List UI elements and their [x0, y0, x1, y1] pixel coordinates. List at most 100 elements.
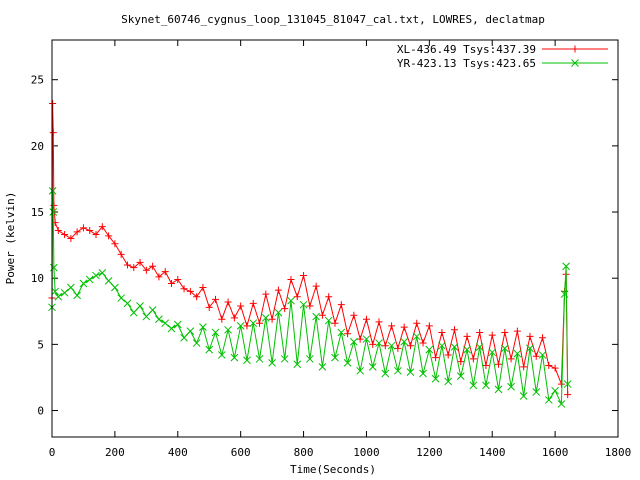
data-point	[186, 327, 195, 335]
data-point	[551, 364, 559, 372]
data-point	[287, 276, 295, 284]
data-point	[255, 355, 264, 363]
legend-label-xl: XL-436.49 Tsys:437.39	[397, 43, 536, 56]
data-point	[337, 328, 346, 337]
plot-frame	[51, 39, 619, 438]
data-point	[180, 333, 188, 342]
x-tick-label: 1200	[416, 446, 443, 459]
data-point	[249, 299, 257, 307]
data-point	[571, 45, 579, 53]
data-point	[571, 59, 579, 67]
data-point	[350, 337, 358, 346]
data-point	[186, 287, 194, 295]
data-point	[488, 331, 496, 339]
data-point	[375, 339, 383, 347]
data-point	[532, 352, 540, 360]
data-point	[73, 228, 81, 236]
data-point	[563, 380, 572, 388]
data-point	[161, 268, 169, 276]
data-point	[438, 341, 446, 350]
y-axis-label: Power (kelvin)	[4, 192, 17, 285]
x-tick-label: 200	[105, 446, 125, 459]
data-point	[48, 187, 57, 195]
chart-title: Skynet_60746_cygnus_loop_131045_81047_ca…	[121, 13, 545, 26]
data-point	[281, 305, 289, 313]
data-point	[60, 288, 69, 297]
data-point	[557, 400, 566, 408]
data-point	[419, 369, 427, 378]
data-point	[539, 334, 547, 342]
data-point	[149, 262, 157, 270]
data-point	[287, 296, 295, 305]
data-point	[450, 326, 458, 334]
data-point	[312, 282, 320, 290]
data-point	[482, 381, 490, 390]
data-point	[564, 391, 572, 399]
data-point	[167, 324, 176, 333]
data-point	[249, 319, 258, 328]
data-point	[49, 100, 57, 108]
data-point	[369, 340, 377, 348]
data-point	[476, 328, 484, 336]
data-point	[331, 353, 339, 362]
data-point	[268, 359, 276, 367]
data-point	[167, 279, 175, 287]
data-point	[532, 388, 541, 396]
data-point	[123, 261, 131, 269]
data-point	[92, 231, 100, 239]
data-point	[375, 318, 383, 326]
data-point	[173, 320, 182, 329]
data-point	[387, 341, 396, 350]
data-point	[475, 343, 484, 351]
data-point	[431, 374, 440, 383]
data-point	[350, 311, 358, 319]
data-point	[212, 295, 220, 303]
data-point	[469, 355, 477, 363]
data-point	[274, 308, 283, 317]
data-point	[305, 355, 314, 363]
data-point	[544, 396, 553, 404]
data-point	[344, 330, 352, 338]
data-point	[205, 345, 214, 354]
data-point	[557, 380, 565, 388]
data-point	[343, 359, 352, 367]
data-point	[438, 328, 446, 336]
data-point	[293, 293, 301, 301]
x-tick-label: 0	[49, 446, 56, 459]
y-tick-label: 25	[31, 74, 44, 87]
data-point	[224, 325, 232, 334]
data-point	[237, 302, 245, 310]
data-point	[54, 292, 63, 301]
axis-ticks: 0 200 400 600 800 1000 1200 1400 1600 1800 0 5 10 15 2…	[31, 40, 631, 459]
data-point	[538, 351, 547, 359]
data-point	[142, 312, 151, 321]
x-tick-label: 1400	[479, 446, 506, 459]
series-line	[51, 190, 569, 405]
data-point	[362, 315, 370, 323]
data-point	[500, 344, 509, 353]
data-point	[400, 337, 409, 346]
data-point	[180, 285, 188, 293]
data-point	[300, 272, 308, 280]
data-point	[199, 283, 207, 291]
data-point	[230, 314, 238, 322]
data-point	[174, 276, 182, 284]
data-point	[98, 223, 106, 231]
data-point	[457, 358, 465, 366]
data-point	[501, 328, 509, 336]
data-point	[388, 322, 396, 330]
data-point	[224, 298, 232, 306]
data-point	[67, 283, 75, 292]
data-point	[67, 235, 75, 242]
data-point	[199, 323, 207, 332]
data-point	[362, 335, 371, 343]
data-point	[324, 316, 333, 325]
legend-label-yr: YR-423.13 Tsys:423.65	[397, 57, 536, 70]
data-point	[507, 355, 515, 363]
data-point	[406, 342, 414, 350]
data-point	[482, 362, 490, 370]
y-tick-label: 10	[31, 272, 44, 285]
data-point	[337, 301, 345, 309]
data-point	[129, 308, 138, 317]
